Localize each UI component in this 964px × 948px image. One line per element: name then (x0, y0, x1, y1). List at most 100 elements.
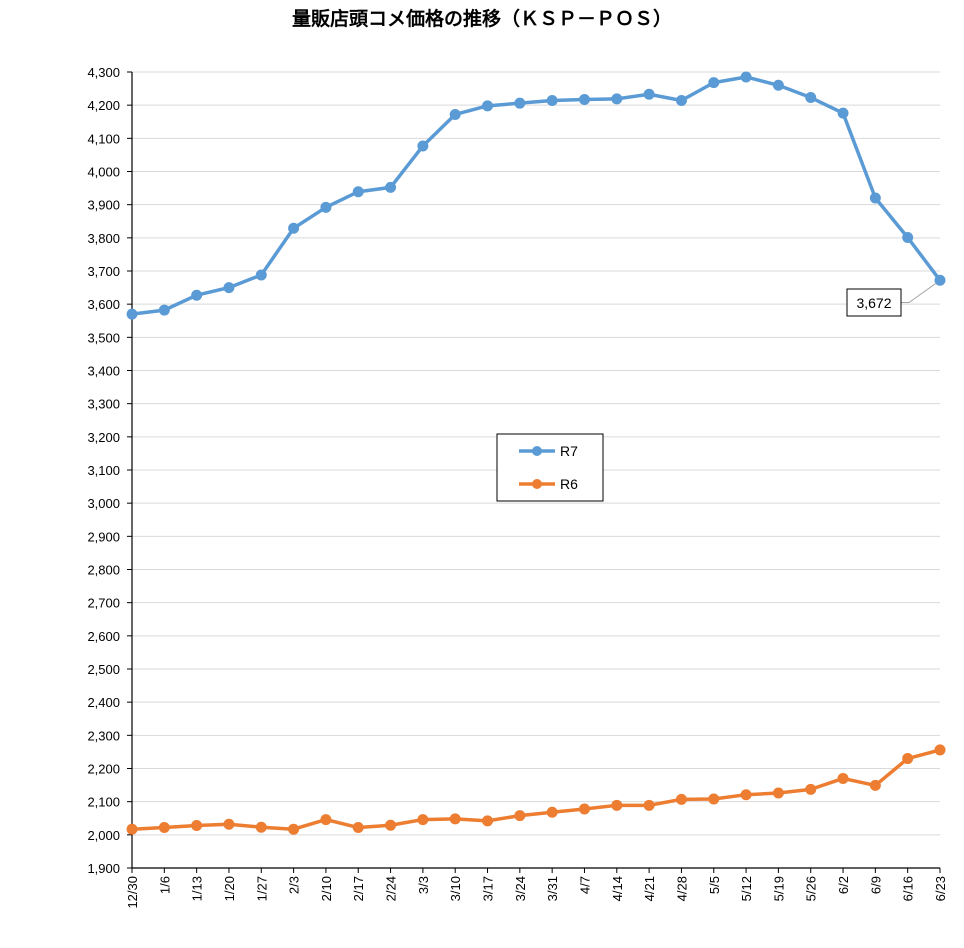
data-point-r6 (255, 821, 267, 833)
x-tick-label: 6/16 (901, 876, 916, 901)
legend: R7 R6 (496, 433, 604, 502)
legend-label: R6 (560, 476, 578, 492)
data-point-r6 (611, 799, 623, 811)
data-point-r6 (288, 823, 300, 835)
x-tick-label: 1/27 (254, 876, 269, 901)
data-point-r7 (223, 282, 235, 294)
y-tick-label: 4,200 (87, 98, 120, 113)
y-tick-label: 3,500 (87, 330, 120, 345)
data-point-r7 (902, 232, 914, 244)
callout-label: 3,672 (856, 295, 891, 311)
series-lines (126, 71, 946, 835)
y-tick-label: 2,100 (87, 795, 120, 810)
data-point-r6 (675, 793, 687, 805)
y-tick-label: 3,800 (87, 231, 120, 246)
data-point-r6 (772, 787, 784, 799)
x-tick-label: 1/13 (190, 876, 205, 901)
y-tick-label: 2,700 (87, 596, 120, 611)
data-point-r7 (578, 94, 590, 106)
data-point-r6 (708, 793, 720, 805)
x-tick-label: 6/9 (868, 876, 883, 894)
data-point-r7 (934, 274, 946, 286)
data-point-r6 (126, 823, 138, 835)
data-point-r6 (320, 814, 332, 826)
data-point-r6 (934, 744, 946, 756)
x-tick-label: 1/20 (222, 876, 237, 901)
data-point-r6 (385, 819, 397, 831)
y-tick-label: 3,400 (87, 364, 120, 379)
data-callout: 3,672 (846, 282, 937, 317)
y-tick-label: 2,800 (87, 563, 120, 578)
series-line-r7 (131, 75, 942, 316)
legend-box (496, 433, 604, 502)
data-point-r7 (740, 71, 752, 83)
y-tick-label: 2,200 (87, 762, 120, 777)
legend-swatch-marker (532, 446, 542, 456)
callout-box (846, 288, 902, 317)
y-tick-label: 1,900 (87, 861, 120, 876)
data-point-r7 (352, 186, 364, 198)
x-tick-label: 1/6 (157, 876, 172, 894)
x-tick-label: 3/31 (545, 876, 560, 901)
data-point-r7 (288, 222, 300, 234)
x-tick-label: 2/17 (351, 876, 366, 901)
x-tick-label: 3/24 (513, 876, 528, 901)
data-point-r7 (255, 269, 267, 281)
data-point-r7 (126, 308, 138, 320)
x-tick-label: 2/24 (384, 876, 399, 901)
data-point-r6 (158, 822, 170, 834)
x-tick-label: 3/10 (448, 876, 463, 901)
data-point-r6 (546, 806, 558, 818)
data-point-r6 (837, 772, 849, 784)
x-tick-label: 12/30 (125, 876, 140, 909)
data-point-r6 (869, 779, 881, 791)
data-point-r7 (643, 88, 655, 100)
callout-leader (901, 282, 937, 303)
data-point-r7 (708, 77, 720, 89)
y-tick-label: 3,300 (87, 397, 120, 412)
x-tick-label: 2/10 (319, 876, 334, 901)
data-point-r6 (740, 789, 752, 801)
y-tick-label: 3,900 (87, 198, 120, 213)
y-tick-label: 4,000 (87, 165, 120, 180)
chart-title: 量販店頭コメ価格の推移（ＫＳＰ－ＰＯＳ） (291, 8, 672, 30)
data-point-r7 (482, 100, 494, 112)
y-tick-label: 2,900 (87, 529, 120, 544)
x-tick-label: 6/2 (836, 876, 851, 894)
x-tick-label: 5/12 (739, 876, 754, 901)
y-tick-label: 4,100 (87, 131, 120, 146)
y-tick-label: 2,400 (87, 695, 120, 710)
data-point-r7 (805, 92, 817, 104)
data-point-r6 (902, 753, 914, 765)
data-point-r7 (158, 304, 170, 316)
data-point-r6 (352, 822, 364, 834)
y-tick-label: 3,000 (87, 496, 120, 511)
data-point-r6 (643, 799, 655, 811)
data-point-r6 (805, 783, 817, 795)
data-point-r6 (514, 810, 526, 822)
data-point-r7 (837, 107, 849, 119)
y-tick-labels: 1,900 2,000 2,100 2,200 2,300 2,400 2,500 2,600… (87, 65, 120, 876)
y-tick-label: 2,600 (87, 629, 120, 644)
x-tick-label: 5/19 (771, 876, 786, 901)
x-tick-label: 4/14 (610, 876, 625, 901)
y-tick-label: 3,200 (87, 430, 120, 445)
x-tick-label: 6/23 (933, 876, 948, 901)
data-point-r7 (546, 95, 558, 107)
y-tick-label: 3,600 (87, 297, 120, 312)
data-point-r7 (772, 79, 784, 91)
y-tick-label: 3,700 (87, 264, 120, 279)
y-tick-label: 2,500 (87, 662, 120, 677)
x-tick-label: 5/5 (707, 876, 722, 894)
y-tick-label: 2,000 (87, 828, 120, 843)
x-tick-label: 4/7 (577, 876, 592, 894)
data-point-r7 (869, 192, 881, 204)
y-tick-label: 2,300 (87, 728, 120, 743)
data-point-r6 (417, 814, 429, 826)
x-tick-label: 3/17 (481, 876, 496, 901)
data-point-r7 (385, 181, 397, 193)
x-tick-label: 2/3 (287, 876, 302, 894)
y-tick-label: 4,300 (87, 65, 120, 80)
series-line-r6 (131, 748, 941, 831)
